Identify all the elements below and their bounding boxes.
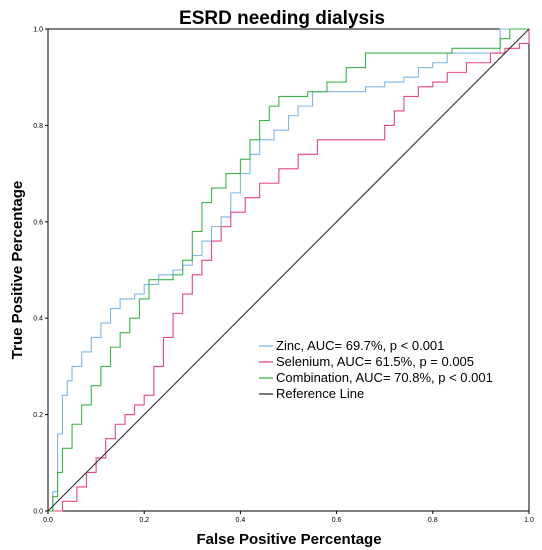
legend-label-selenium: Selenium, AUC= 61.5%, p = 0.005 [276, 354, 474, 369]
y-tick-label: 0.0 [33, 509, 43, 516]
legend-label-zinc: Zinc, AUC= 69.7%, p < 0.001 [276, 338, 444, 353]
legend-label-combination: Combination, AUC= 70.8%, p < 0.001 [276, 370, 493, 385]
series-layer [47, 28, 530, 512]
legend-label-reference-line: Reference Line [276, 386, 364, 401]
y-tick-label: 0.4 [33, 316, 43, 323]
chart-title: ESRD needing dialysis [179, 8, 385, 29]
plot-frame [47, 28, 530, 512]
y-tick-label: 0.2 [33, 412, 43, 419]
y-axis-label: True Positive Percentage [9, 181, 26, 359]
x-tick-label: 0.8 [428, 517, 438, 524]
x-tick-label: 0.4 [236, 517, 246, 524]
x-tick-label: 0.0 [43, 517, 53, 524]
series-line-reference-line [47, 28, 530, 512]
series-line-selenium [48, 29, 530, 512]
y-tick-label: 1.0 [33, 27, 43, 34]
y-axis-ticks: 0.0 0.2 0.4 0.6 0.8 1.0 [33, 27, 48, 516]
x-axis-ticks: 0.0 0.2 0.4 0.6 0.8 1.0 [43, 511, 534, 524]
x-tick-label: 1.0 [524, 517, 534, 524]
series-line-zinc [48, 28, 529, 512]
y-tick-label: 0.6 [33, 219, 43, 226]
x-tick-label: 0.2 [139, 517, 149, 524]
y-tick-label: 0.8 [33, 123, 43, 130]
x-axis-label: False Positive Percentage [196, 531, 381, 548]
series-line-combination [48, 28, 529, 512]
x-tick-label: 0.6 [332, 517, 342, 524]
